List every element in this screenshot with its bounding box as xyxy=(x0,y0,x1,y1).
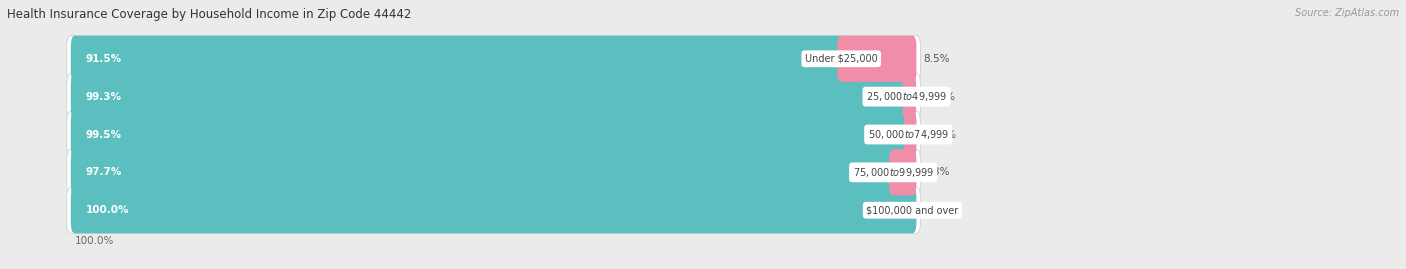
FancyBboxPatch shape xyxy=(66,36,921,82)
Text: 99.3%: 99.3% xyxy=(86,92,122,102)
FancyBboxPatch shape xyxy=(66,111,921,158)
FancyBboxPatch shape xyxy=(70,187,917,233)
Text: Source: ZipAtlas.com: Source: ZipAtlas.com xyxy=(1295,8,1399,18)
FancyBboxPatch shape xyxy=(66,149,921,196)
Text: 2.3%: 2.3% xyxy=(924,167,949,177)
FancyBboxPatch shape xyxy=(889,149,917,196)
Text: 91.5%: 91.5% xyxy=(86,54,122,64)
Text: 99.5%: 99.5% xyxy=(86,129,122,140)
Text: Under $25,000: Under $25,000 xyxy=(804,54,877,64)
Text: $100,000 and over: $100,000 and over xyxy=(866,205,959,215)
Text: 0.66%: 0.66% xyxy=(922,92,956,102)
FancyBboxPatch shape xyxy=(70,111,912,158)
Text: 0.0%: 0.0% xyxy=(924,205,949,215)
Text: $25,000 to $49,999: $25,000 to $49,999 xyxy=(866,90,948,103)
Text: $50,000 to $74,999: $50,000 to $74,999 xyxy=(868,128,949,141)
Text: $75,000 to $99,999: $75,000 to $99,999 xyxy=(852,166,934,179)
Text: 8.5%: 8.5% xyxy=(924,54,949,64)
Text: 0.51%: 0.51% xyxy=(924,129,956,140)
FancyBboxPatch shape xyxy=(70,73,911,120)
Text: 97.7%: 97.7% xyxy=(86,167,122,177)
Text: Health Insurance Coverage by Household Income in Zip Code 44442: Health Insurance Coverage by Household I… xyxy=(7,8,412,21)
FancyBboxPatch shape xyxy=(904,111,917,158)
FancyBboxPatch shape xyxy=(903,73,917,120)
Text: 100.0%: 100.0% xyxy=(75,236,114,246)
FancyBboxPatch shape xyxy=(837,36,917,82)
FancyBboxPatch shape xyxy=(66,73,921,120)
FancyBboxPatch shape xyxy=(66,187,921,233)
FancyBboxPatch shape xyxy=(70,36,845,82)
Text: 100.0%: 100.0% xyxy=(86,205,129,215)
FancyBboxPatch shape xyxy=(70,149,897,196)
